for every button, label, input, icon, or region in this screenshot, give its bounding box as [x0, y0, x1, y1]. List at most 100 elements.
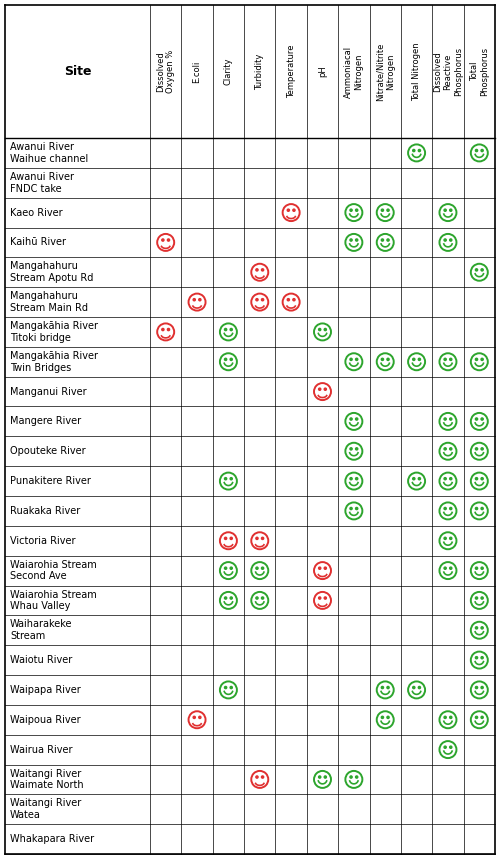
Circle shape [256, 776, 258, 778]
Circle shape [193, 299, 196, 301]
Text: Kaeo River: Kaeo River [10, 208, 62, 217]
Circle shape [224, 537, 226, 539]
Circle shape [450, 746, 452, 748]
Circle shape [256, 299, 258, 301]
Circle shape [450, 418, 452, 420]
Circle shape [450, 358, 452, 361]
Circle shape [412, 358, 415, 361]
Circle shape [382, 209, 384, 211]
Circle shape [287, 299, 290, 301]
Circle shape [476, 418, 478, 420]
Circle shape [224, 686, 226, 689]
Circle shape [450, 448, 452, 450]
Text: Waiarohia Stream
Whau Valley: Waiarohia Stream Whau Valley [10, 589, 97, 612]
Circle shape [256, 597, 258, 599]
Circle shape [293, 209, 295, 211]
Circle shape [350, 776, 352, 778]
Circle shape [318, 388, 321, 390]
Circle shape [481, 478, 483, 480]
Circle shape [412, 686, 415, 689]
Text: Punakitere River: Punakitere River [10, 476, 91, 486]
Text: Waipoua River: Waipoua River [10, 715, 80, 725]
Circle shape [262, 776, 264, 778]
Circle shape [324, 328, 326, 331]
Circle shape [230, 686, 232, 689]
Circle shape [382, 358, 384, 361]
Circle shape [318, 776, 321, 778]
Circle shape [476, 149, 478, 152]
Circle shape [356, 209, 358, 211]
Circle shape [481, 149, 483, 152]
Circle shape [293, 299, 295, 301]
Circle shape [230, 537, 232, 539]
Circle shape [318, 328, 321, 331]
Text: Site: Site [64, 65, 91, 78]
Circle shape [476, 686, 478, 689]
Circle shape [287, 209, 290, 211]
Text: Waitangi River
Watea: Waitangi River Watea [10, 799, 81, 820]
Text: Total Nitrogen: Total Nitrogen [412, 42, 421, 101]
Circle shape [412, 478, 415, 480]
Text: Mangere River: Mangere River [10, 417, 81, 426]
Text: Awanui River
FNDC take: Awanui River FNDC take [10, 172, 74, 193]
Circle shape [481, 358, 483, 361]
Circle shape [412, 149, 415, 152]
Circle shape [450, 478, 452, 480]
Text: Nitrate/Nitrite
Nitrogen: Nitrate/Nitrite Nitrogen [376, 42, 395, 101]
Text: Manganui River: Manganui River [10, 387, 86, 397]
Text: Mangahahuru
Stream Apotu Rd: Mangahahuru Stream Apotu Rd [10, 261, 94, 283]
Text: Mangakāhia River
Titoki bridge: Mangakāhia River Titoki bridge [10, 321, 98, 343]
Circle shape [230, 597, 232, 599]
Circle shape [450, 508, 452, 509]
Text: pH: pH [318, 65, 327, 77]
Text: Total
Phosphorus: Total Phosphorus [470, 47, 489, 96]
Circle shape [481, 418, 483, 420]
Circle shape [481, 508, 483, 509]
Text: Waipapa River: Waipapa River [10, 685, 81, 695]
Text: Turbidity: Turbidity [256, 53, 264, 89]
Circle shape [256, 269, 258, 271]
Circle shape [418, 358, 420, 361]
Text: Dissolved
Reactive
Phosphorus: Dissolved Reactive Phosphorus [433, 47, 463, 96]
Circle shape [350, 209, 352, 211]
Circle shape [444, 239, 446, 241]
Circle shape [481, 627, 483, 629]
Circle shape [256, 537, 258, 539]
Circle shape [418, 149, 420, 152]
Text: Ammoniacal
Nitrogen: Ammoniacal Nitrogen [344, 46, 364, 98]
Circle shape [418, 686, 420, 689]
Text: E.coli: E.coli [192, 60, 202, 82]
Circle shape [350, 418, 352, 420]
Circle shape [476, 627, 478, 629]
Circle shape [444, 537, 446, 539]
Text: Victoria River: Victoria River [10, 536, 76, 545]
Circle shape [356, 478, 358, 480]
Circle shape [476, 716, 478, 718]
Circle shape [481, 716, 483, 718]
Circle shape [481, 448, 483, 450]
Circle shape [444, 567, 446, 570]
Circle shape [476, 597, 478, 599]
Circle shape [262, 299, 264, 301]
Circle shape [382, 716, 384, 718]
Circle shape [476, 508, 478, 509]
Circle shape [318, 597, 321, 599]
Circle shape [481, 567, 483, 570]
Circle shape [262, 597, 264, 599]
Circle shape [444, 448, 446, 450]
Circle shape [382, 239, 384, 241]
Circle shape [356, 508, 358, 509]
Circle shape [224, 358, 226, 361]
Circle shape [162, 239, 164, 241]
Circle shape [324, 567, 326, 570]
Circle shape [318, 567, 321, 570]
Circle shape [356, 448, 358, 450]
Circle shape [168, 239, 170, 241]
Circle shape [481, 597, 483, 599]
Circle shape [450, 567, 452, 570]
Circle shape [387, 239, 389, 241]
Circle shape [476, 269, 478, 271]
Circle shape [444, 716, 446, 718]
Circle shape [350, 508, 352, 509]
Circle shape [387, 686, 389, 689]
